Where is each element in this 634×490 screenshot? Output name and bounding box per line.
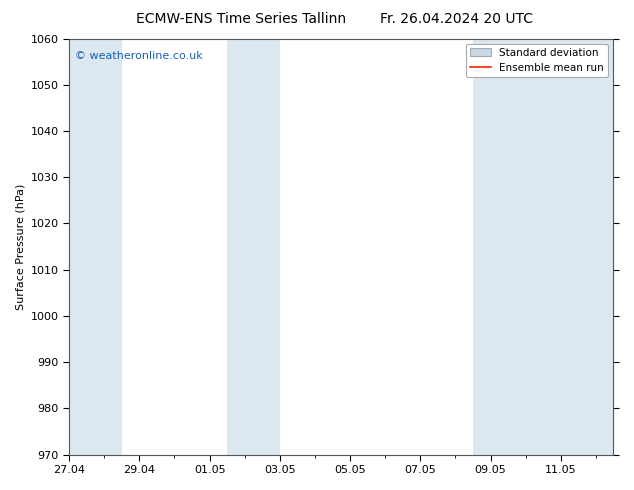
Text: ECMW-ENS Time Series Tallinn: ECMW-ENS Time Series Tallinn: [136, 12, 346, 26]
Text: © weatheronline.co.uk: © weatheronline.co.uk: [75, 51, 202, 61]
Bar: [473, 39, 614, 455]
Legend: Standard deviation, Ensemble mean run: Standard deviation, Ensemble mean run: [466, 44, 608, 77]
Bar: [69, 39, 122, 455]
Bar: [227, 39, 280, 455]
Text: Fr. 26.04.2024 20 UTC: Fr. 26.04.2024 20 UTC: [380, 12, 533, 26]
Y-axis label: Surface Pressure (hPa): Surface Pressure (hPa): [15, 183, 25, 310]
